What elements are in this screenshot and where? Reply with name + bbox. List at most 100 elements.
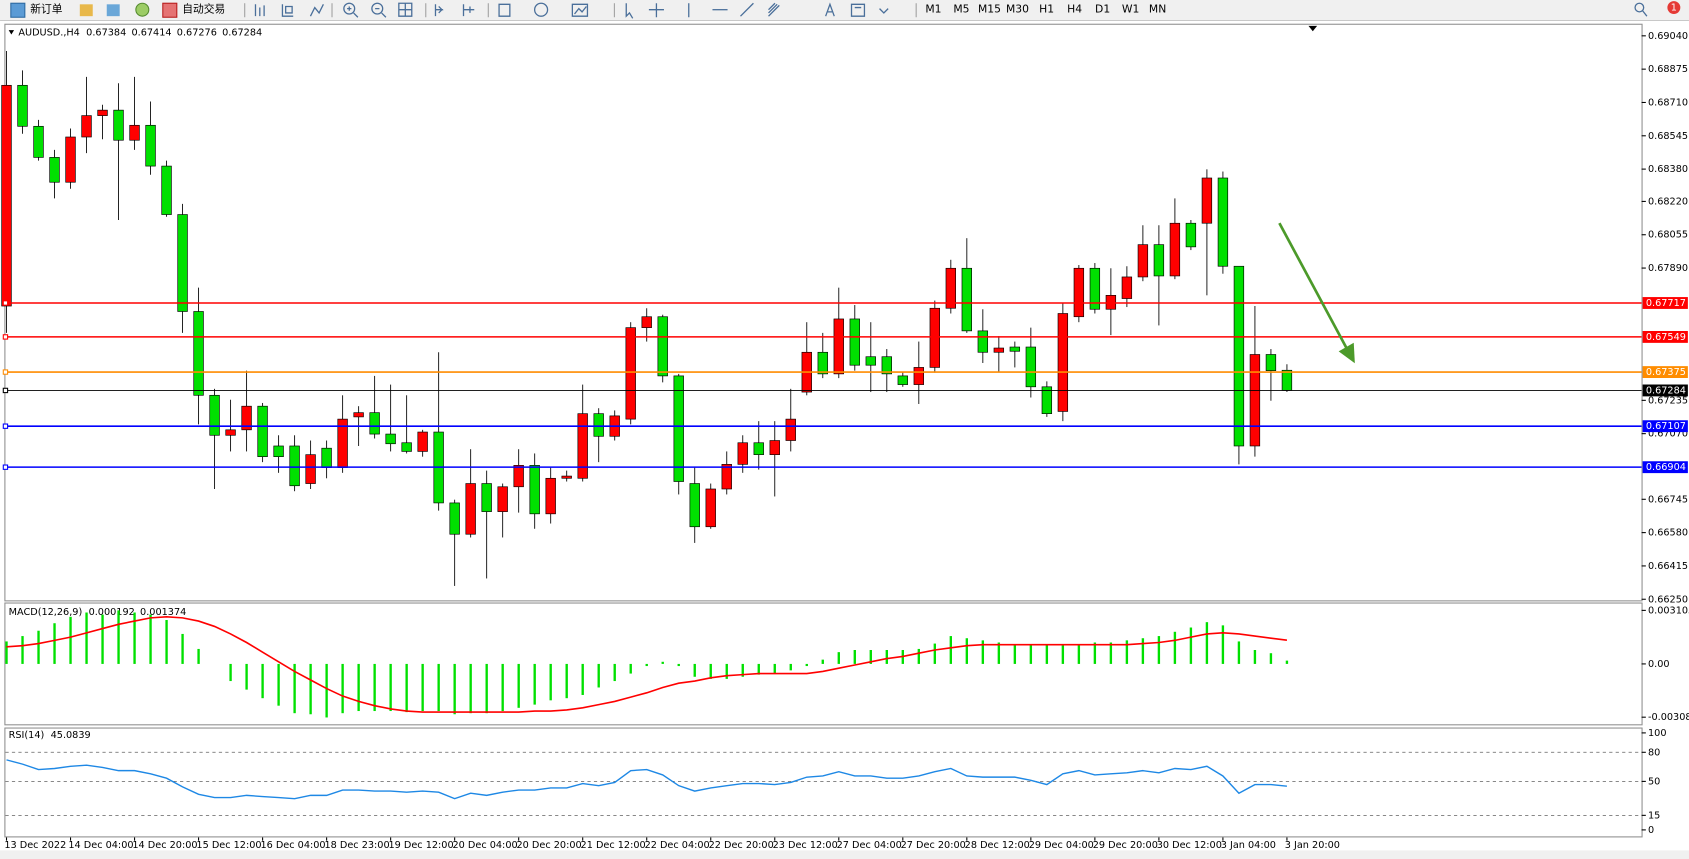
candle-body — [1041, 386, 1053, 414]
x-tick-label: 29 Dec 20:00 — [1093, 840, 1158, 851]
candle-body — [145, 124, 156, 167]
candle-body — [1249, 354, 1261, 447]
rsi-panel — [4, 727, 1643, 838]
x-tick-label: 23 Dec 12:00 — [773, 840, 838, 851]
symbol-menu-arrow[interactable] — [8, 30, 15, 35]
auto-trading-button[interactable]: 自动交易 — [162, 2, 225, 18]
level-marker — [2, 334, 9, 340]
timeframe-button[interactable]: H1 — [1039, 3, 1054, 16]
timeframe-button[interactable]: H4 — [1067, 3, 1082, 16]
timeframe-button[interactable]: D1 — [1095, 3, 1110, 16]
symbol-title: AUDUSD.,H4 — [18, 27, 79, 38]
level-price-label: 0.67717 — [1646, 298, 1686, 309]
price-panel — [4, 23, 1643, 602]
x-tick-label: 19 Dec 12:00 — [388, 840, 453, 851]
candle-body — [1233, 265, 1245, 447]
level-marker — [2, 387, 9, 394]
y-tick-label: 0.67235 — [1648, 395, 1688, 406]
alerts-count: 1 — [1671, 3, 1677, 14]
candle-body — [497, 486, 508, 512]
candle-body — [897, 375, 908, 385]
timeframe-button[interactable]: M5 — [953, 3, 969, 16]
x-tick-label: 27 Dec 20:00 — [901, 840, 966, 851]
candle-body — [641, 316, 652, 328]
toolbar-icon[interactable] — [135, 2, 150, 17]
candle-body — [17, 84, 28, 127]
timeframe-button[interactable]: M1 — [925, 3, 941, 16]
candle-body — [689, 483, 700, 528]
level-marker — [2, 369, 9, 375]
timeframe-button[interactable]: M30 — [1006, 3, 1029, 16]
x-tick-label: 14 Dec 20:00 — [132, 840, 197, 851]
last-close: 0.67284 — [222, 27, 262, 38]
level-marker — [2, 423, 9, 429]
chart-shift-marker — [1308, 25, 1318, 32]
timeframe-button[interactable]: M15 — [978, 3, 1001, 16]
toolbar-separators — [244, 3, 917, 18]
toolbar-icons[interactable] — [254, 2, 1648, 19]
auto-trading-icon — [162, 2, 178, 18]
candle-body — [257, 405, 268, 458]
macd-last-value: 0.000192 — [89, 607, 135, 618]
candle-body — [1121, 276, 1133, 299]
toolbar-icon[interactable] — [106, 4, 120, 17]
toolbar-icon[interactable] — [79, 4, 93, 17]
candle-body — [817, 351, 828, 375]
candle-body — [1057, 313, 1069, 412]
y-tick-label: 0.69040 — [1648, 31, 1688, 42]
candle-body — [593, 413, 604, 437]
x-tick-label: 13 Dec 2022 — [4, 840, 66, 851]
level-price-label: 0.67375 — [1646, 367, 1686, 378]
trend-arrow — [1278, 222, 1355, 364]
candle-body — [721, 464, 732, 490]
level-price-box — [1642, 384, 1688, 397]
level-price-label: 0.67107 — [1646, 421, 1686, 432]
candle-body — [289, 445, 300, 487]
candle-body — [929, 307, 940, 368]
x-tick-label: 28 Dec 12:00 — [965, 840, 1030, 851]
x-tick-label: 16 Dec 04:00 — [260, 840, 325, 851]
y-tick-label: 0.68875 — [1648, 64, 1688, 75]
y-tick-label: 0.68545 — [1648, 131, 1688, 142]
x-tick-label: 21 Dec 12:00 — [581, 840, 646, 851]
candle-body — [913, 367, 924, 385]
candle-body — [881, 356, 892, 375]
y-tick-label: 0.68710 — [1648, 97, 1688, 108]
y-tick-label: 0.68055 — [1648, 230, 1688, 241]
y-tick-label: 0.66250 — [1648, 594, 1688, 605]
level-marker — [2, 464, 9, 470]
macd-title: MACD(12,26,9) — [9, 607, 83, 618]
candle-body — [273, 445, 284, 458]
x-tick-label: 27 Dec 04:00 — [837, 840, 902, 851]
y-tick-label: 15 — [1648, 810, 1660, 821]
candle-body — [177, 214, 188, 312]
candle-body — [193, 311, 204, 396]
level-price-label: 0.67549 — [1646, 332, 1686, 343]
candle-body — [209, 394, 220, 436]
candle-body — [1, 84, 12, 307]
x-tick-label: 29 Dec 04:00 — [1029, 840, 1094, 851]
candle-body — [305, 454, 316, 484]
candle-body — [1217, 177, 1229, 267]
timeframe-button[interactable]: MN — [1149, 3, 1166, 16]
level-price-box — [1642, 461, 1688, 474]
candle-body — [1281, 369, 1293, 391]
y-tick-label: 0.66580 — [1648, 528, 1688, 539]
candle-body — [465, 483, 476, 535]
timeframe-button[interactable]: W1 — [1122, 3, 1140, 16]
rsi-header: RSI(14) 45.0839 — [9, 730, 91, 741]
candle-body — [481, 483, 492, 512]
candle-body — [625, 327, 636, 420]
candle-body — [97, 109, 108, 116]
x-tick-label: 15 Dec 12:00 — [196, 840, 261, 851]
y-tick-label: 0.67890 — [1648, 263, 1688, 274]
last-high: 0.67414 — [131, 27, 171, 38]
y-tick-label: -0.003089 — [1648, 712, 1689, 723]
y-tick-label: 0.68220 — [1648, 196, 1688, 207]
macd-header: MACD(12,26,9) 0.000192 0.001374 — [9, 607, 187, 618]
candle-body — [673, 375, 684, 482]
new-order-button[interactable]: 新订单 — [10, 2, 63, 18]
candle-body — [449, 502, 460, 535]
alerts-badge[interactable] — [1667, 1, 1681, 15]
